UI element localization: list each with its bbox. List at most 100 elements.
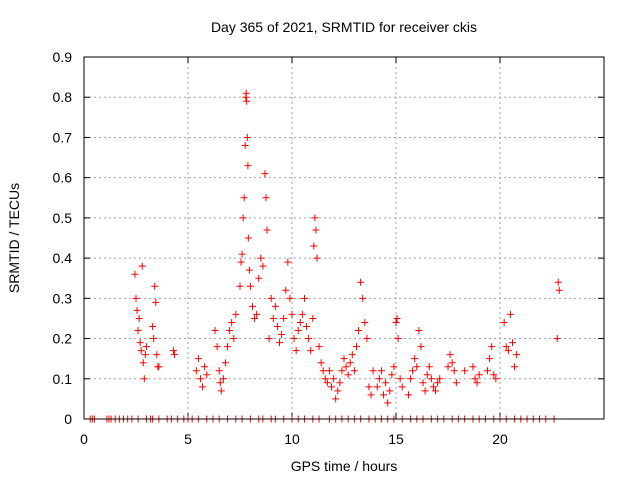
x-tick-label: 10 bbox=[284, 431, 300, 447]
y-tick-label: 0.8 bbox=[53, 89, 73, 105]
data-point bbox=[340, 355, 348, 363]
data-point bbox=[236, 282, 244, 290]
data-point bbox=[286, 294, 294, 302]
data-point bbox=[248, 302, 256, 310]
data-point bbox=[553, 335, 561, 343]
data-point bbox=[315, 343, 323, 351]
data-point bbox=[409, 367, 417, 375]
data-point bbox=[367, 391, 375, 399]
data-point bbox=[450, 367, 458, 375]
data-point bbox=[325, 367, 333, 375]
data-point bbox=[226, 327, 234, 335]
data-point bbox=[232, 310, 240, 318]
data-point bbox=[461, 367, 469, 375]
data-point bbox=[255, 274, 263, 282]
data-point bbox=[194, 355, 202, 363]
data-point bbox=[352, 343, 360, 351]
data-point bbox=[273, 322, 281, 330]
data-point bbox=[452, 379, 460, 387]
data-point bbox=[323, 379, 331, 387]
data-point bbox=[244, 234, 252, 242]
data-point bbox=[217, 387, 225, 395]
y-tick-label: 0.2 bbox=[53, 331, 73, 347]
data-point bbox=[296, 318, 304, 326]
data-point bbox=[265, 335, 273, 343]
data-point bbox=[292, 347, 300, 355]
data-point bbox=[136, 339, 144, 347]
data-point bbox=[444, 363, 452, 371]
data-point bbox=[321, 375, 329, 383]
data-point bbox=[473, 379, 481, 387]
data-point bbox=[199, 383, 207, 391]
data-point bbox=[386, 387, 394, 395]
data-point bbox=[310, 242, 318, 250]
data-point bbox=[346, 359, 354, 367]
data-point bbox=[244, 162, 252, 170]
data-point bbox=[240, 194, 248, 202]
y-tick-label: 0.9 bbox=[53, 49, 73, 65]
data-point bbox=[388, 371, 396, 379]
y-axis-label: SRMTID / TECUs bbox=[6, 183, 22, 293]
data-points bbox=[86, 89, 563, 423]
data-point bbox=[492, 375, 500, 383]
data-point bbox=[504, 347, 512, 355]
data-point bbox=[427, 375, 435, 383]
data-point bbox=[448, 359, 456, 367]
data-point bbox=[328, 383, 336, 391]
data-point bbox=[288, 310, 296, 318]
data-point bbox=[484, 367, 492, 375]
data-point bbox=[263, 226, 271, 234]
data-point bbox=[342, 363, 350, 371]
data-point bbox=[170, 351, 178, 359]
data-point bbox=[257, 254, 265, 262]
data-point bbox=[290, 335, 298, 343]
data-point bbox=[141, 351, 149, 359]
data-point bbox=[361, 318, 369, 326]
data-point bbox=[219, 375, 227, 383]
data-point bbox=[446, 351, 454, 359]
data-point bbox=[259, 262, 267, 270]
y-tick-label: 0.7 bbox=[53, 129, 73, 145]
data-point bbox=[246, 282, 254, 290]
data-point bbox=[215, 367, 223, 375]
data-point bbox=[152, 298, 160, 306]
y-tick-label: 0.5 bbox=[53, 210, 73, 226]
data-point bbox=[133, 306, 141, 314]
data-point bbox=[486, 355, 494, 363]
data-point bbox=[134, 327, 142, 335]
y-tick-label: 0.3 bbox=[53, 290, 73, 306]
grid-lines bbox=[84, 57, 604, 419]
data-point bbox=[363, 335, 371, 343]
data-point bbox=[475, 371, 483, 379]
chart-title: Day 365 of 2021, SRMTID for receiver cki… bbox=[211, 19, 477, 35]
data-point bbox=[169, 347, 177, 355]
data-point bbox=[253, 310, 261, 318]
data-point bbox=[432, 387, 440, 395]
x-tick-label: 20 bbox=[492, 431, 508, 447]
x-axis-label: GPS time / hours bbox=[291, 458, 398, 474]
data-point bbox=[151, 282, 159, 290]
data-point bbox=[201, 363, 209, 371]
data-point bbox=[224, 343, 232, 351]
data-point bbox=[425, 363, 433, 371]
data-point bbox=[312, 226, 320, 234]
data-point bbox=[243, 133, 251, 141]
data-point bbox=[513, 351, 521, 359]
data-point bbox=[300, 294, 308, 302]
data-point bbox=[506, 310, 514, 318]
data-point bbox=[377, 367, 385, 375]
data-point bbox=[392, 318, 400, 326]
data-point bbox=[434, 379, 442, 387]
data-point bbox=[429, 383, 437, 391]
data-point bbox=[419, 379, 427, 387]
data-point bbox=[357, 278, 365, 286]
x-tick-label: 0 bbox=[80, 431, 88, 447]
data-point bbox=[242, 89, 250, 97]
data-point bbox=[554, 278, 562, 286]
data-point bbox=[390, 363, 398, 371]
data-point bbox=[415, 327, 423, 335]
data-point bbox=[294, 327, 302, 335]
data-point bbox=[411, 355, 419, 363]
data-point bbox=[155, 363, 163, 371]
data-point bbox=[284, 258, 292, 266]
